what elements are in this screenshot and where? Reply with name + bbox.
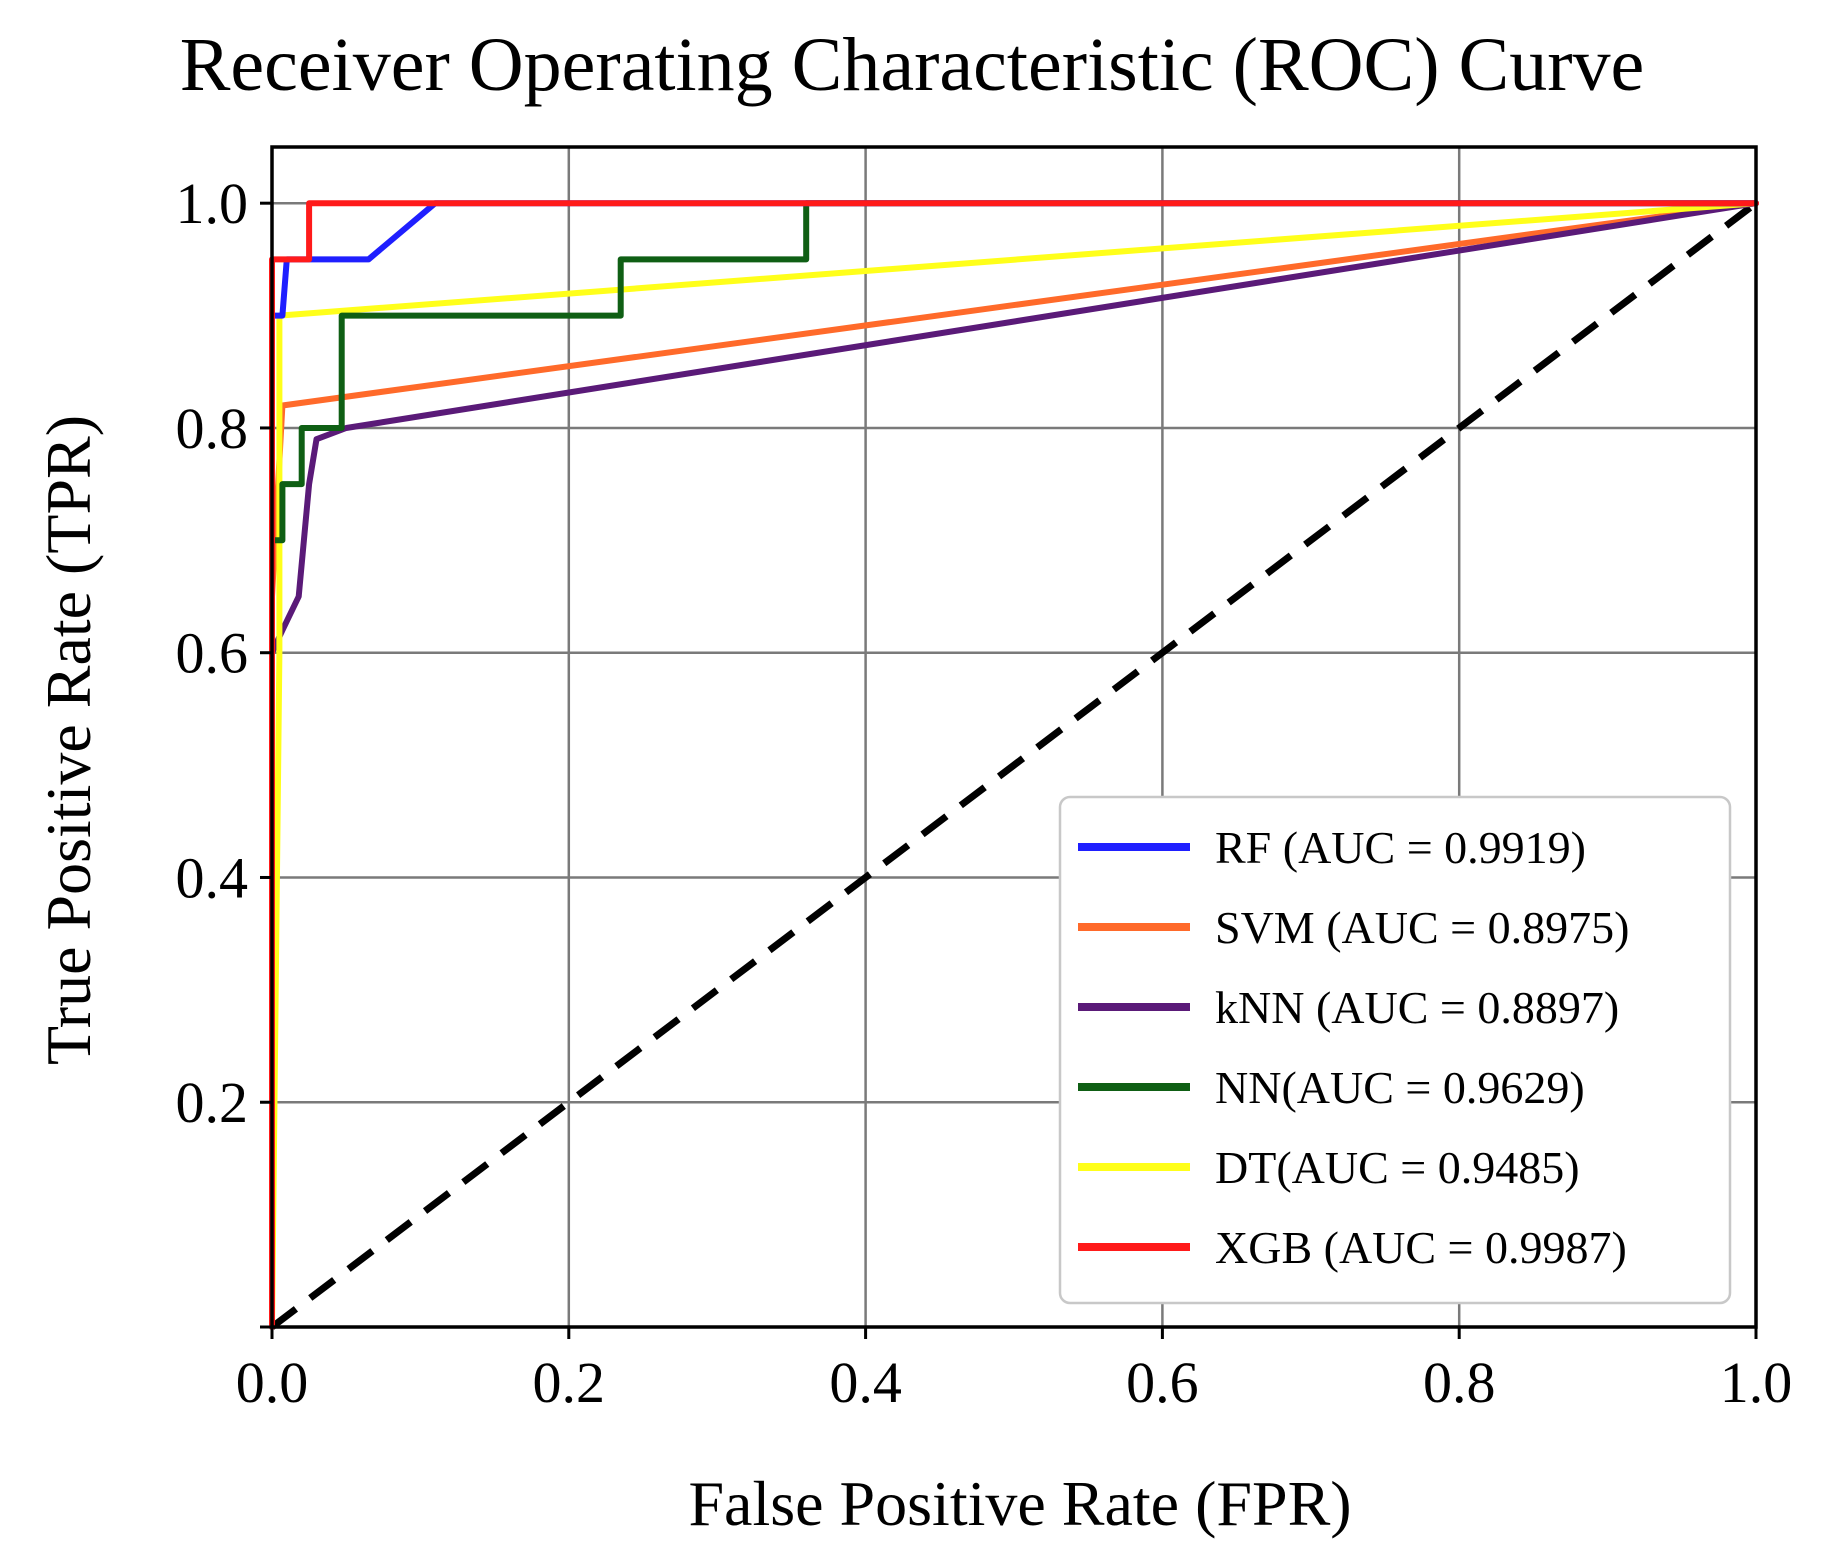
y-tick-label: 1.0 — [176, 171, 249, 236]
x-tick-label: 0.4 — [829, 1350, 902, 1415]
x-tick-label: 0.6 — [1126, 1350, 1199, 1415]
y-tick-label: 0.8 — [176, 396, 249, 461]
x-tick-label: 0.0 — [236, 1350, 309, 1415]
x-axis-label: False Positive Rate (FPR) — [688, 1468, 1351, 1539]
legend-box — [1058, 795, 1732, 1305]
y-tick-label: 0.4 — [176, 845, 249, 910]
legend-label-knn: kNN (AUC = 0.8897) — [1215, 982, 1619, 1033]
legend-label-rf: RF (AUC = 0.9919) — [1215, 822, 1586, 873]
legend-label-xgb: XGB (AUC = 0.9987) — [1215, 1222, 1627, 1273]
plot-frame — [270, 145, 1758, 1329]
x-tick-label: 1.0 — [1720, 1350, 1793, 1415]
legend-label-svm: SVM (AUC = 0.8975) — [1215, 902, 1629, 953]
legend: RF (AUC = 0.9919) SVM (AUC = 0.8975) kNN (… — [1058, 795, 1732, 1305]
y-axis-label: True Positive Rate (TPR) — [33, 415, 104, 1065]
y-tick-label: 0.2 — [176, 1070, 249, 1135]
legend-label-nn: NN(AUC = 0.9629) — [1215, 1062, 1585, 1113]
x-tick-label: 0.2 — [533, 1350, 606, 1415]
diagonal-layer — [269, 200, 1759, 1330]
y-tick-label: 0.6 — [176, 621, 249, 686]
chance-diagonal-line — [269, 200, 1759, 1330]
x-tick-label: 0.8 — [1423, 1350, 1496, 1415]
ticks: 0.0 0.2 0.4 0.6 0.8 1.0 0.2 0.4 0.6 0.8 1.0 — [176, 171, 1793, 1415]
legend-label-dt: DT(AUC = 0.9485) — [1215, 1142, 1580, 1193]
chart-title: Receiver Operating Characteristic (ROC) … — [180, 23, 1645, 107]
series-line-nn — [269, 200, 1759, 544]
